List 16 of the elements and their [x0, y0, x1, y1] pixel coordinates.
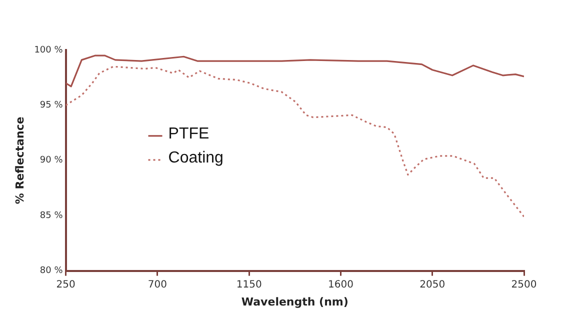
x-tick-label: 700	[148, 279, 167, 290]
legend-label: Coating	[168, 149, 224, 166]
x-tick-label: 1150	[236, 279, 262, 290]
x-tick-label: 1600	[328, 279, 354, 290]
y-tick-label: 80 %	[40, 266, 64, 276]
x-tick-label: 250	[56, 279, 76, 290]
y-tick-label: 90 %	[40, 156, 64, 166]
y-tick-label: 95 %	[40, 100, 64, 111]
x-axis-title: Wavelength (nm)	[241, 295, 348, 308]
x-tick-label: 2500	[511, 279, 537, 290]
y-tick-label: 100 %	[34, 45, 64, 56]
y-axis-title: % Reflectance	[13, 116, 26, 204]
y-tick-label: 85 %	[40, 210, 64, 221]
x-tick-label: 2050	[420, 279, 446, 290]
line-series	[66, 66, 524, 218]
legend-label: PTFE	[168, 125, 210, 142]
